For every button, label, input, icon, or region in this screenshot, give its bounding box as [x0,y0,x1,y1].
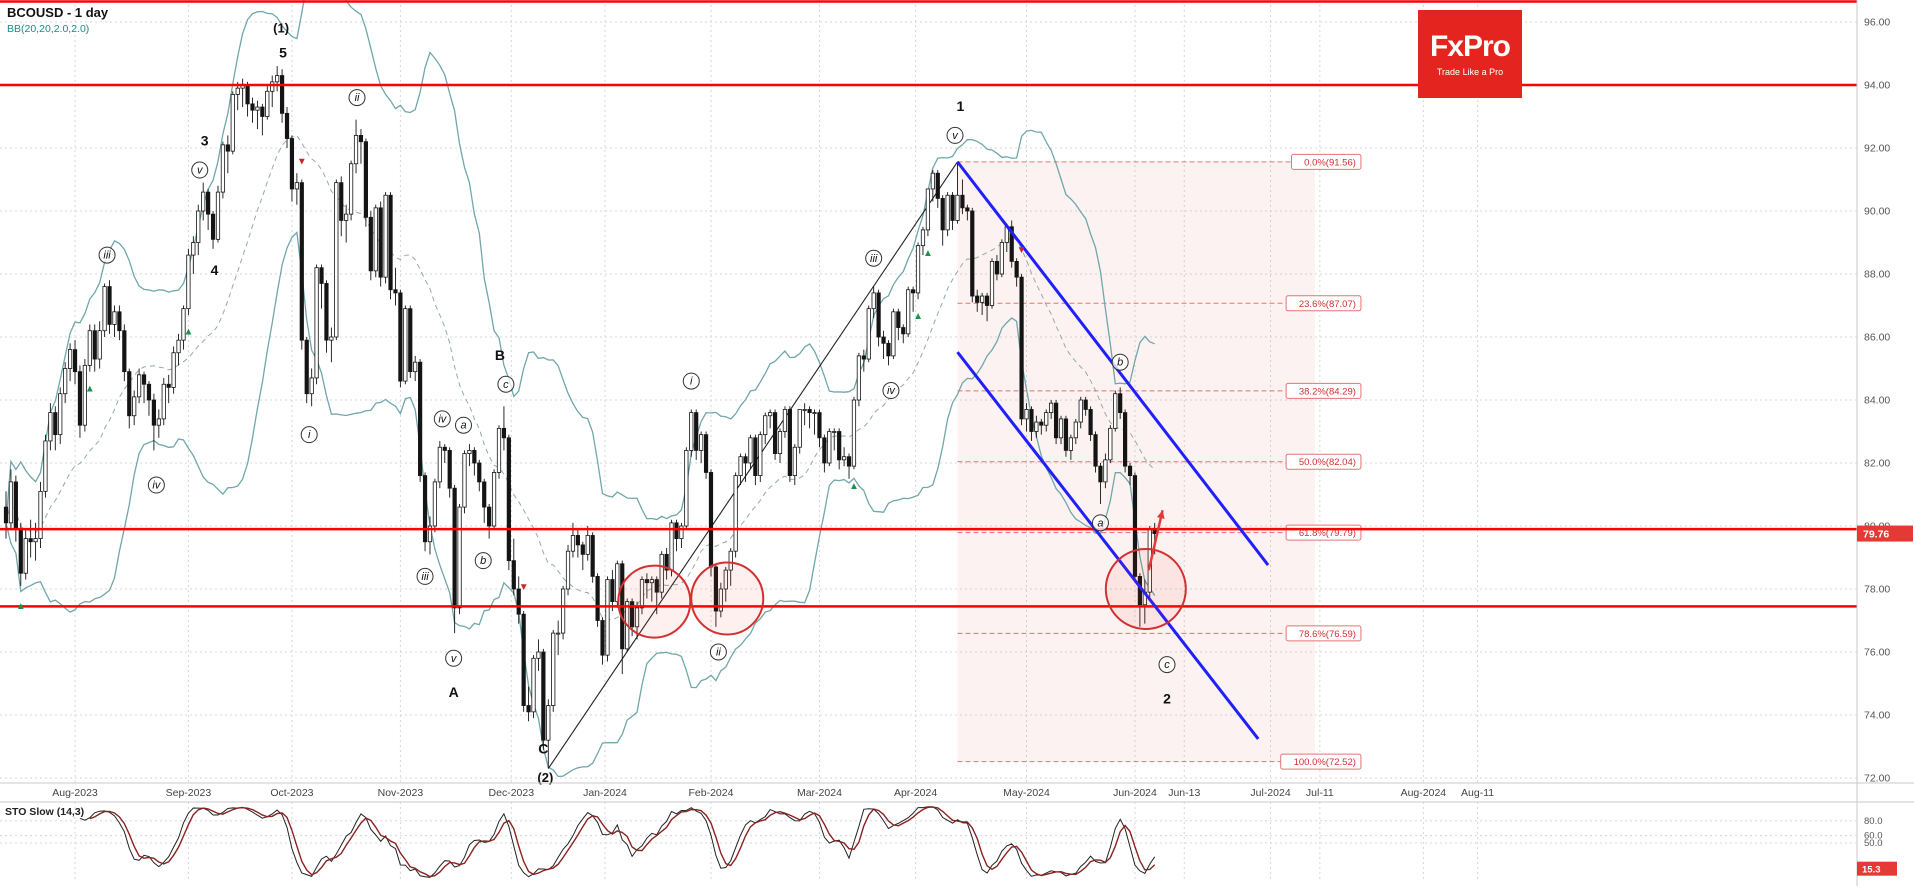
price-tick-label: 84.00 [1864,395,1890,407]
wave-label: v [197,165,204,177]
fib-level-label: 38.2%(84.29) [1299,386,1356,397]
wave-label: ii [355,92,360,104]
current-price-badge: 79.76 [1863,529,1889,541]
sto-tick-label: 50.0 [1864,838,1883,849]
wave-label: ii [716,647,721,659]
price-tick-label: 78.00 [1864,584,1890,596]
time-tick-label: Mar-2024 [797,787,842,799]
wave-label: 4 [211,262,219,278]
wave-label: b [480,555,486,567]
price-tick-label: 76.00 [1864,647,1890,659]
grid-lines [0,0,1857,880]
up-arrow-marker: ▲ [16,601,26,612]
stochastic-label: STO Slow (14,3) [5,806,85,818]
wave-label: b [1117,357,1123,369]
wave-labels[interactable]: iiiivv34(1)5iiiiiiivvAabBcC(2)iiiiiiivv1… [98,20,1176,785]
candles[interactable] [3,66,1157,769]
time-tick-label: Jun-13 [1168,787,1200,799]
fxpro-logo: FxPro Trade Like a Pro [1418,10,1522,98]
wave-label: iii [421,571,429,583]
bollinger-indicator-label: BB(20,20,2.0,2.0) [7,23,90,35]
sto-tick-label: 80.0 [1864,816,1883,827]
wave-label: iv [152,480,161,492]
sto-tick-label: 60.0 [1864,831,1883,842]
fxpro-logo-tagline: Trade Like a Pro [1436,66,1504,77]
wave-label: i [308,429,311,441]
up-arrow-marker: ▲ [85,383,95,394]
down-arrow-marker: ▼ [519,582,529,593]
impulse-trendline[interactable] [547,161,958,769]
price-tick-label: 88.00 [1864,269,1890,281]
price-tick-label: 82.00 [1864,458,1890,470]
fib-level-label: 61.8%(79.79) [1299,528,1356,539]
price-tick-label: 72.00 [1864,773,1890,785]
time-tick-label: Feb-2024 [689,787,734,799]
up-arrow-marker: ▲ [923,248,933,259]
time-tick-label: May-2024 [1003,787,1050,799]
price-tick-label: 90.00 [1864,206,1890,218]
wave-label: c [1164,659,1170,671]
fib-level-label: 0.0%(91.56) [1304,157,1356,168]
wave-label: 5 [279,45,287,61]
time-tick-label: Aug-11 [1461,787,1494,799]
chart-header: BCOUSD - 1 day BB(20,20,2.0,2.0) [7,5,108,35]
price-tick-label: 86.00 [1864,332,1890,344]
support-resistance-lines[interactable] [0,0,1857,608]
bounce-arrow-head [1156,510,1165,519]
wave-label: iii [103,250,111,262]
time-axis[interactable]: Aug-2023 Sep-2023 Oct-2023 Nov-2023 Dec-2023… [0,782,1914,803]
wave-label: 1 [957,98,965,114]
wave-label: iv [887,385,896,397]
sto-current-badge: 15.3 [1862,865,1881,876]
pattern-circles[interactable] [617,548,1187,639]
price-tick-label: 92.00 [1864,143,1890,155]
time-tick-label: Aug-2024 [1401,787,1447,799]
wave-label: iv [438,413,447,425]
up-arrow-marker: ▲ [849,481,859,492]
wave-label: i [690,376,693,388]
wave-label: v [952,130,959,142]
time-tick-label: Jan-2024 [583,787,627,799]
price-tick-label: 96.00 [1864,17,1890,29]
time-tick-label: Dec-2023 [489,787,535,799]
up-arrow-marker: ▲ [183,327,193,338]
wave-label: a [460,420,466,432]
time-tick-label: Apr-2024 [894,787,937,799]
time-tick-label: Aug-2023 [52,787,98,799]
time-tick-label: Jul-2024 [1250,787,1290,799]
fxpro-logo-text: FxPro [1429,29,1511,63]
wave-label: v [451,653,458,665]
fib-level-label: 78.6%(76.59) [1299,629,1356,640]
time-tick-label: Nov-2023 [378,787,424,799]
wave-label: B [495,347,505,363]
price-axis[interactable]: 96.00 94.00 92.00 90.00 88.00 86.00 84.00 82.00… [1856,0,1914,886]
time-tick-label: Jun-2024 [1113,787,1157,799]
down-arrow-marker: ▼ [297,157,307,168]
symbol-title: BCOUSD - 1 day [7,5,109,20]
fib-level-label: 23.6%(87.07) [1299,299,1356,310]
fib-level-label: 100.0%(72.52) [1294,757,1356,768]
wave-label: A [449,684,459,700]
fib-level-label: 50.0%(82.04) [1299,457,1356,468]
wave-label: C [538,741,548,757]
wave-label: a [1097,517,1103,529]
stochastic-pane[interactable]: 80.0 60.050.0 15.3 [0,806,1897,878]
wave-label: 2 [1163,690,1171,706]
signal-arrows: ▲ ▲ ▲ ▲ ▲ ▲ ▼ ▼ ▼ [16,157,1165,612]
wave-label: (2) [537,770,553,785]
time-tick-label: Oct-2023 [270,787,313,799]
time-tick-label: Sep-2023 [166,787,212,799]
up-arrow-marker: ▲ [913,311,923,322]
price-tick-label: 74.00 [1864,710,1890,722]
wave-label: 3 [201,133,209,149]
down-arrow-marker: ▼ [1017,245,1027,256]
wave-label: iii [870,253,878,265]
price-tick-label: 94.00 [1864,80,1890,92]
time-tick-label: Jul-11 [1306,787,1334,799]
wave-label: (1) [273,20,289,35]
wave-label: c [503,379,509,391]
